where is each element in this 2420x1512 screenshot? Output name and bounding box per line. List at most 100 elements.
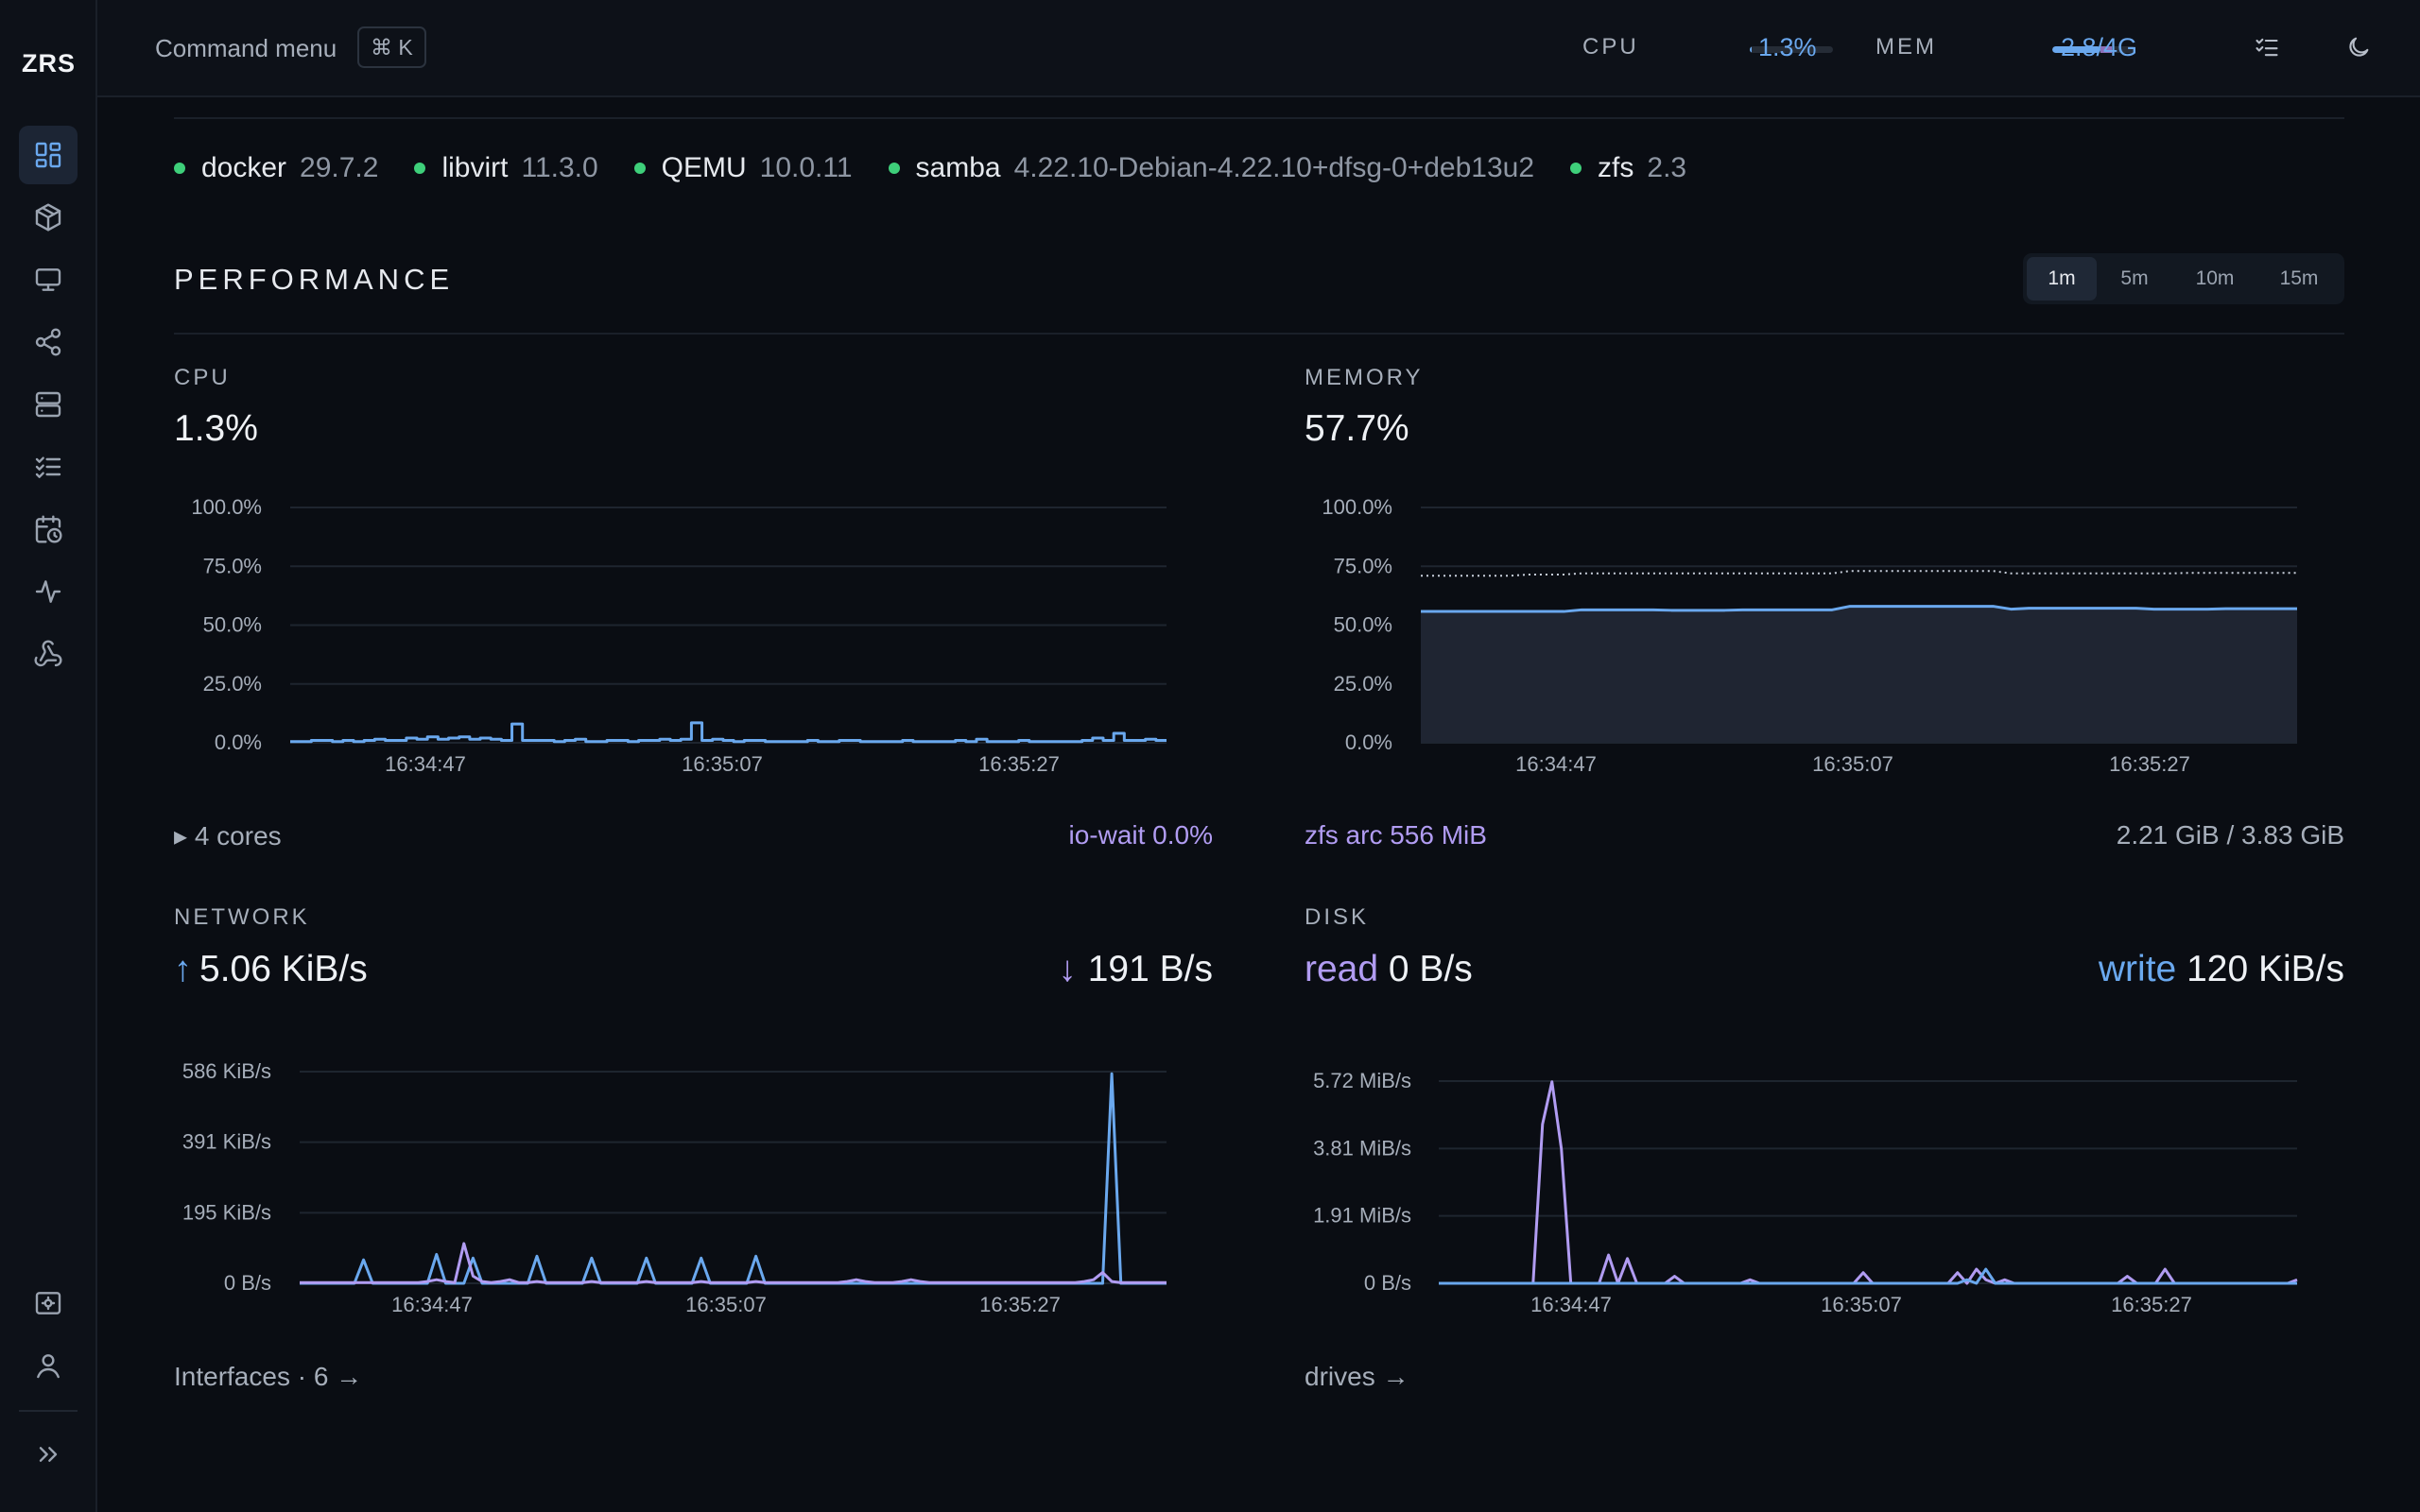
cpu-chart: 0.0% 25.0% 50.0% 75.0% 100.0% 16:34:47 16:35:0…	[191, 495, 1167, 776]
disk-write: write 120 KiB/s	[2099, 949, 2344, 990]
service-name: libvirt	[441, 152, 509, 183]
command-menu-shortcut: ⌘ K	[357, 26, 426, 68]
y-tick-label: 0 B/s	[224, 1271, 271, 1295]
disk-section-label: DISK	[1305, 904, 1370, 930]
memory-chart: 0.0% 25.0% 50.0% 75.0% 100.0% 16:34:47 16:35:0…	[1322, 495, 2297, 776]
interfaces-link[interactable]: Interfaces · 6 →	[174, 1362, 363, 1391]
range-button-15m[interactable]: 15m	[2279, 267, 2319, 289]
status-dot	[888, 163, 900, 174]
arrow-down-icon: ↓	[1058, 949, 1077, 989]
checklist-icon	[35, 456, 61, 478]
cpu-cores-toggle[interactable]: ▸ 4 cores	[174, 821, 282, 850]
sidebar-item-tasks[interactable]	[19, 438, 78, 496]
drives-link[interactable]: drives →	[1305, 1362, 1409, 1391]
y-tick-label: 586 KiB/s	[182, 1059, 271, 1083]
disk-read-value: 0 B/s	[1388, 949, 1473, 989]
cpu-stat-bar	[1750, 46, 1833, 53]
y-tick-label: 3.81 MiB/s	[1313, 1136, 1411, 1160]
y-tick-label: 50.0%	[1334, 613, 1392, 637]
x-tick-label: 16:34:47	[391, 1293, 473, 1316]
y-tick-label: 0.0%	[1345, 730, 1392, 754]
sidebar-item-vms[interactable]	[19, 250, 78, 309]
y-tick-label: 391 KiB/s	[182, 1130, 271, 1154]
sidebar-item-network[interactable]	[19, 313, 78, 371]
x-tick-label: 16:35:07	[1812, 752, 1893, 776]
disk-read-label: read	[1305, 949, 1379, 989]
disk-read: read 0 B/s	[1305, 949, 1473, 990]
network-section-label: NETWORK	[174, 904, 310, 930]
service-name: zfs	[1598, 152, 1634, 183]
sidebar-item-dashboard[interactable]	[19, 126, 78, 184]
arrow-up-icon: ↑	[174, 949, 192, 989]
sidebar-item-webhooks[interactable]	[19, 625, 78, 683]
io-wait-value: io-wait 0.0%	[1068, 820, 1213, 850]
command-menu-button[interactable]: Command menu	[155, 34, 337, 62]
tasks-button[interactable]	[2250, 30, 2284, 64]
service-item: QEMU 10.0.11	[633, 152, 853, 184]
service-name: docker	[201, 152, 287, 183]
range-button-5m[interactable]: 5m	[2120, 267, 2149, 289]
service-item: docker 29.7.2	[174, 152, 378, 184]
sidebar-item-activity[interactable]	[19, 562, 78, 621]
mem-stat-bar	[2052, 46, 2135, 53]
service-version: 2.3	[1647, 152, 1687, 183]
zfs-arc-value: zfs arc 556 MiB	[1305, 820, 1487, 850]
cpu-value: 1.3%	[174, 408, 258, 449]
monitor-icon	[35, 268, 61, 291]
app-logo: ZRS	[22, 49, 76, 77]
series-line	[1421, 570, 2297, 577]
disk-write-label: write	[2098, 949, 2177, 989]
series-line	[300, 1242, 1167, 1284]
service-version: 11.3.0	[521, 152, 598, 183]
memory-usage-value: 2.21 GiB / 3.83 GiB	[2116, 820, 2344, 850]
sidebar-item-containers[interactable]	[19, 188, 78, 247]
y-tick-label: 75.0%	[1334, 554, 1392, 577]
range-button-10m[interactable]: 10m	[2195, 267, 2235, 289]
area-fill	[1421, 606, 2297, 743]
box-icon	[35, 203, 61, 232]
chevrons-right-icon	[39, 1447, 58, 1462]
x-tick-label: 16:34:47	[1530, 1293, 1612, 1316]
time-range-selector: 1m 5m 10m 15m	[2023, 253, 2344, 304]
share-icon	[35, 328, 61, 356]
theme-toggle-button[interactable]	[2342, 30, 2376, 64]
service-version: 10.0.11	[759, 152, 853, 183]
cpu-section-label: CPU	[174, 365, 231, 390]
series-line	[290, 721, 1167, 744]
server-icon	[35, 391, 61, 418]
series-line	[1421, 605, 2297, 613]
disk-chart: 0 B/s 1.91 MiB/s 3.81 MiB/s 5.72 MiB/s 16:34…	[1313, 1069, 2298, 1316]
sidebar-item-user[interactable]	[19, 1336, 78, 1395]
range-button-1m[interactable]: 1m	[2027, 257, 2097, 301]
network-upload: ↑ 5.06 KiB/s	[174, 949, 368, 990]
y-tick-label: 0.0%	[215, 730, 262, 754]
x-tick-label: 16:34:47	[1515, 752, 1597, 776]
y-tick-label: 75.0%	[203, 554, 262, 577]
sidebar-item-settings[interactable]	[19, 1274, 78, 1332]
moon-icon	[2349, 37, 2369, 57]
x-tick-label: 16:35:07	[1821, 1293, 1902, 1316]
y-tick-label: 1.91 MiB/s	[1313, 1204, 1411, 1228]
sidebar-item-schedules[interactable]	[19, 500, 78, 558]
mem-stat-value: 2.8/4G	[2061, 33, 2138, 61]
sidebar-divider	[19, 1410, 78, 1412]
y-tick-label: 50.0%	[203, 613, 262, 637]
y-tick-label: 5.72 MiB/s	[1313, 1069, 1411, 1092]
sidebar-item-storage[interactable]	[19, 375, 78, 434]
y-tick-label: 100.0%	[191, 495, 262, 519]
y-tick-label: 25.0%	[203, 672, 262, 696]
sidebar-expand-button[interactable]	[19, 1425, 78, 1484]
y-tick-label: 0 B/s	[1364, 1271, 1411, 1295]
network-download-value: 191 B/s	[1087, 949, 1213, 989]
memory-value: 57.7%	[1305, 408, 1409, 449]
service-item: zfs 2.3	[1570, 152, 1686, 184]
cpu-stat-label: CPU	[1582, 34, 1639, 60]
section-divider	[174, 333, 2344, 335]
x-tick-label: 16:35:27	[978, 752, 1060, 776]
x-tick-label: 16:35:27	[2109, 752, 2190, 776]
service-list: docker 29.7.2 libvirt 11.3.0 QEMU 10.0.11 samb…	[174, 149, 1722, 187]
status-dot	[174, 163, 185, 174]
x-tick-label: 16:34:47	[385, 752, 466, 776]
x-tick-label: 16:35:07	[682, 752, 763, 776]
service-item: samba 4.22.10-Debian-4.22.10+dfsg-0+deb13…	[888, 152, 1534, 184]
